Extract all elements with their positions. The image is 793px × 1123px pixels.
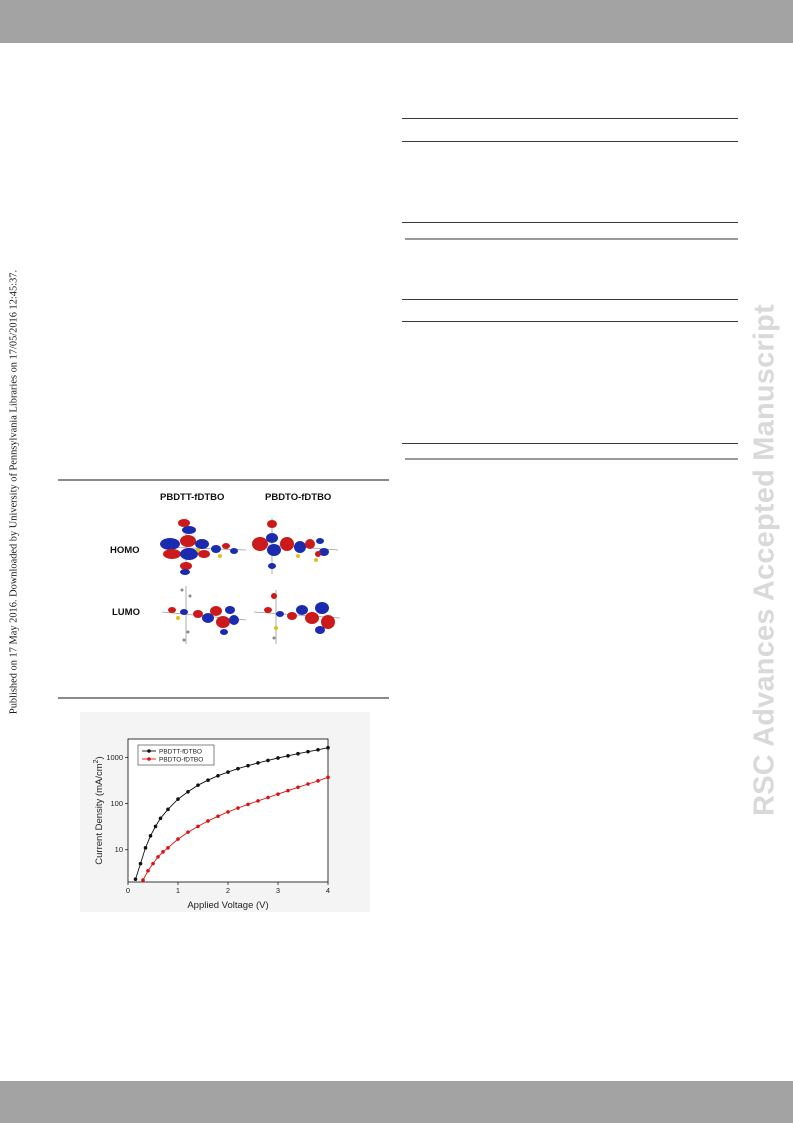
data-point bbox=[166, 846, 170, 850]
lumo-orbital-pbdtt-image bbox=[161, 586, 247, 644]
lumo-orbital-pbdto-image bbox=[253, 590, 341, 644]
figure-rule-bottom bbox=[58, 697, 389, 699]
legend-box bbox=[137, 744, 215, 766]
data-point bbox=[141, 878, 145, 882]
data-point bbox=[286, 754, 290, 758]
series-line-2 bbox=[142, 776, 329, 881]
data-point bbox=[138, 861, 143, 866]
data-point bbox=[266, 758, 270, 763]
x-tick-label: 1 bbox=[176, 886, 180, 895]
data-point bbox=[206, 778, 210, 783]
data-point bbox=[176, 797, 180, 801]
mo-row-label-lumo: LUMO bbox=[112, 607, 140, 618]
data-point bbox=[146, 868, 150, 873]
data-point bbox=[286, 788, 290, 793]
data-point bbox=[226, 810, 230, 814]
data-point bbox=[216, 773, 220, 778]
y-axis-title-main: Current Density (mA/cm bbox=[94, 763, 105, 864]
data-point bbox=[161, 850, 165, 854]
data-point bbox=[166, 807, 170, 812]
y-axis-title-superscript: 2 bbox=[93, 759, 100, 763]
x-tick-label: 3 bbox=[276, 886, 280, 895]
data-point bbox=[236, 806, 240, 810]
publication-side-note-text: Published on 17 May 2016. Downloaded by … bbox=[8, 269, 20, 715]
y-axis-title-end: ) bbox=[94, 756, 105, 759]
header-bar bbox=[0, 0, 793, 43]
legend-swatch-marker bbox=[147, 749, 151, 753]
data-point bbox=[226, 770, 230, 774]
y-tick-label: 100 bbox=[110, 799, 123, 808]
mo-row-label-homo: HOMO bbox=[110, 545, 140, 556]
homo-orbital-pbdtt-image bbox=[160, 518, 247, 575]
data-point bbox=[246, 763, 250, 768]
data-series bbox=[133, 745, 330, 882]
table-rule-top bbox=[402, 299, 738, 300]
section-rule bbox=[405, 238, 738, 240]
data-point bbox=[133, 877, 138, 881]
data-point bbox=[326, 745, 330, 750]
table-rule-bottom bbox=[402, 443, 738, 444]
data-point bbox=[153, 824, 158, 829]
data-point bbox=[276, 756, 280, 760]
data-point bbox=[206, 819, 210, 823]
data-point bbox=[316, 779, 320, 783]
data-point bbox=[236, 766, 240, 771]
y-axis-title: Current Density (mA/cm2) bbox=[93, 756, 105, 864]
data-point bbox=[246, 802, 250, 807]
table-rule-bottom bbox=[402, 222, 738, 223]
x-tick-label: 2 bbox=[226, 886, 230, 895]
data-point bbox=[148, 834, 153, 838]
data-point bbox=[316, 747, 320, 752]
data-point bbox=[306, 749, 310, 754]
data-point bbox=[196, 824, 200, 829]
legend-label: PBDTO-fDTBO bbox=[159, 756, 203, 763]
data-point bbox=[143, 846, 148, 850]
data-point bbox=[216, 814, 220, 819]
legend-swatch-marker bbox=[147, 757, 151, 761]
legend-label: PBDTT-fDTBO bbox=[159, 748, 202, 755]
table-rule-header bbox=[402, 321, 738, 322]
homo-orbital-pbdto-image bbox=[252, 518, 339, 574]
data-point bbox=[196, 783, 200, 787]
current-density-chart: 0 1 2 3 4 10 100 1000 PBDTT-fDTBO PBDTO-fDTBO Ap… bbox=[80, 712, 370, 912]
data-point bbox=[151, 861, 155, 866]
data-point bbox=[296, 751, 300, 756]
data-point bbox=[256, 799, 260, 803]
data-point bbox=[326, 775, 330, 780]
x-tick-label: 4 bbox=[326, 886, 330, 895]
y-tick-label: 10 bbox=[115, 845, 123, 854]
x-tick-label: 0 bbox=[126, 886, 130, 895]
data-point bbox=[186, 789, 190, 794]
data-point bbox=[158, 816, 163, 821]
data-point bbox=[156, 855, 160, 859]
table-rule-top bbox=[402, 118, 738, 119]
data-point bbox=[296, 785, 300, 790]
data-point bbox=[276, 792, 280, 796]
section-rule bbox=[405, 458, 738, 460]
axis-ticks: 0 1 2 3 4 10 100 1000 bbox=[106, 753, 330, 895]
footer-bar bbox=[0, 1081, 793, 1123]
journal-watermark-text: RSC Advances Accepted Manuscript bbox=[748, 304, 781, 816]
table-rule-header bbox=[402, 141, 738, 142]
data-point bbox=[306, 782, 310, 786]
y-tick-label: 1000 bbox=[106, 753, 123, 762]
mo-column-label-1: PBDTT-fDTBO bbox=[160, 492, 225, 503]
figure-rule-top bbox=[58, 479, 389, 481]
data-point bbox=[266, 795, 270, 800]
x-axis-title: Applied Voltage (V) bbox=[187, 900, 268, 911]
data-point bbox=[186, 830, 190, 834]
mo-column-label-2: PBDTO-fDTBO bbox=[265, 492, 332, 503]
data-point bbox=[176, 837, 180, 841]
data-point bbox=[256, 761, 260, 765]
